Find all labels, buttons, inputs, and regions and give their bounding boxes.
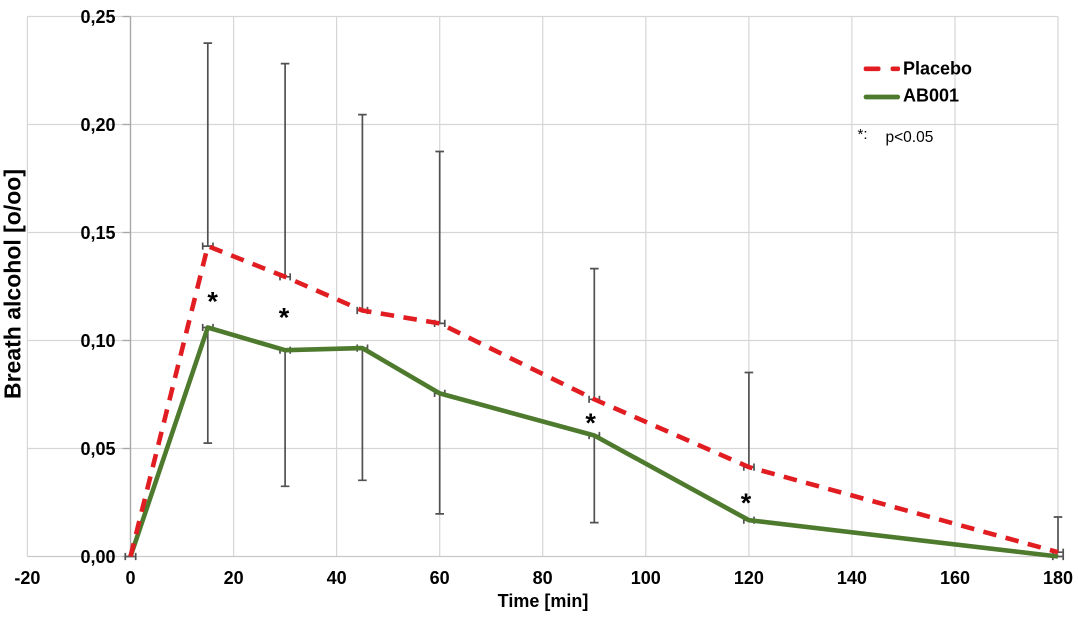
svg-text:AB001: AB001 [903,86,959,106]
svg-text:140: 140 [837,568,867,588]
svg-text:Placebo: Placebo [903,59,972,79]
svg-text:80: 80 [533,568,553,588]
svg-text:*: * [585,408,596,438]
svg-text:60: 60 [430,568,450,588]
svg-text:180: 180 [1043,568,1073,588]
svg-text:*: * [741,488,752,518]
svg-text:0,05: 0,05 [80,439,115,459]
svg-text:Time [min]: Time [min] [498,591,589,611]
svg-text:120: 120 [734,568,764,588]
svg-text:20: 20 [224,568,244,588]
svg-text:0,25: 0,25 [80,7,115,27]
svg-text:*: * [279,302,290,332]
svg-text:*:: *: [858,126,868,143]
svg-text:40: 40 [327,568,347,588]
svg-text:-20: -20 [14,568,40,588]
svg-text:0: 0 [125,568,135,588]
svg-text:p<0.05: p<0.05 [886,129,934,146]
svg-text:Breath alcohol [o/oo]: Breath alcohol [o/oo] [0,169,26,399]
svg-text:160: 160 [940,568,970,588]
svg-text:*: * [207,286,218,316]
svg-text:0,00: 0,00 [80,547,115,567]
svg-text:0,20: 0,20 [80,115,115,135]
svg-text:0,15: 0,15 [80,223,115,243]
svg-text:0,10: 0,10 [80,331,115,351]
svg-text:100: 100 [631,568,661,588]
